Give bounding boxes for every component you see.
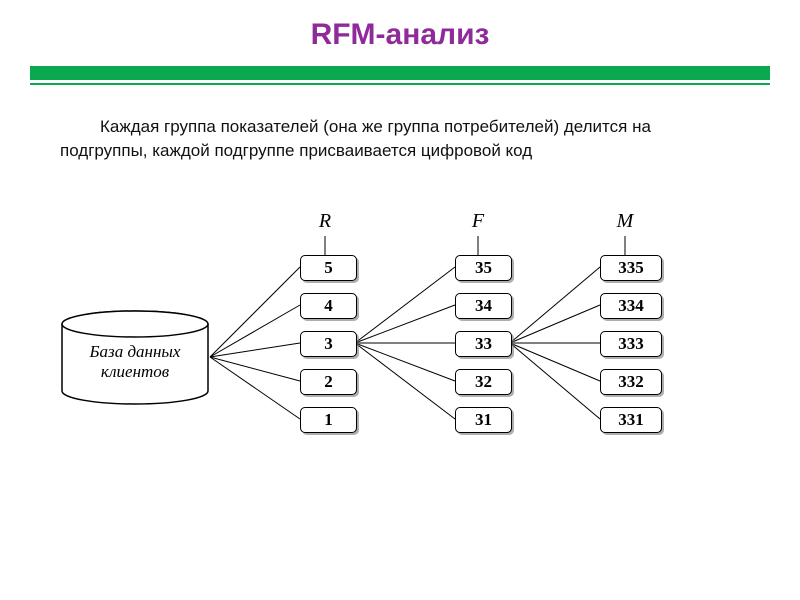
description-content: Каждая группа показателей (она же группа… [60, 117, 651, 160]
value-box: 334 [600, 293, 662, 319]
rfm-diagram: База данных клиентов R54321F3534333231M3… [60, 210, 740, 540]
value-box: 335 [600, 255, 662, 281]
value-box: 3 [300, 331, 357, 357]
cylinder-label: База данных клиентов [60, 342, 210, 383]
value-box: 31 [455, 407, 512, 433]
value-box: 33 [455, 331, 512, 357]
cylinder-label-line2: клиентов [60, 362, 210, 382]
cylinder-label-line1: База данных [60, 342, 210, 362]
value-box: 331 [600, 407, 662, 433]
value-box: 35 [455, 255, 512, 281]
description-text: Каждая группа показателей (она же группа… [60, 115, 740, 163]
accent-bar [30, 66, 770, 85]
value-box: 34 [455, 293, 512, 319]
column-header: R [310, 210, 340, 233]
value-box: 2 [300, 369, 357, 395]
value-box: 333 [600, 331, 662, 357]
column-header: F [463, 210, 493, 233]
page-title: RFM-анализ [0, 0, 800, 52]
value-box: 32 [455, 369, 512, 395]
column-header: M [610, 210, 640, 233]
database-cylinder: База данных клиентов [60, 310, 210, 405]
value-box: 332 [600, 369, 662, 395]
value-box: 1 [300, 407, 357, 433]
value-box: 4 [300, 293, 357, 319]
value-box: 5 [300, 255, 357, 281]
